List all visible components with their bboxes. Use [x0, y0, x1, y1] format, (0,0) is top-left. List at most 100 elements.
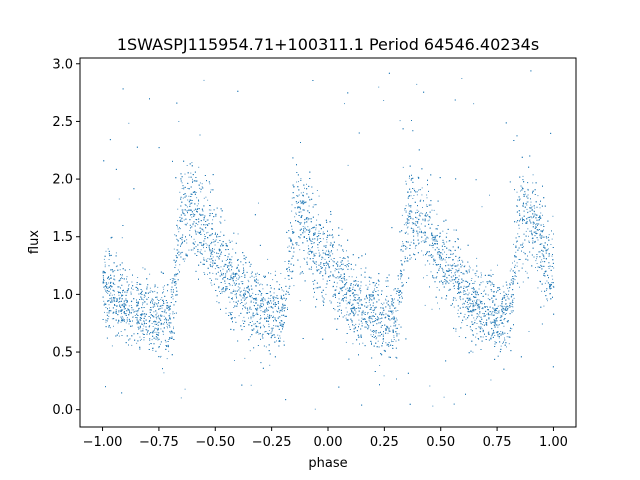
data-point — [214, 259, 216, 261]
data-point — [519, 220, 520, 222]
data-point — [210, 209, 212, 211]
data-point — [282, 307, 284, 309]
data-point — [542, 214, 543, 216]
data-point — [449, 264, 451, 266]
data-point — [474, 319, 476, 321]
data-point — [480, 272, 482, 274]
data-point — [339, 305, 341, 307]
data-point — [307, 245, 309, 247]
data-point — [156, 318, 158, 320]
data-point — [358, 289, 360, 291]
data-point — [458, 275, 460, 277]
data-point — [500, 331, 502, 332]
data-point — [325, 287, 327, 288]
data-point — [471, 278, 473, 279]
data-point — [245, 258, 246, 260]
data-point — [436, 239, 438, 241]
data-point — [324, 258, 326, 260]
data-point — [267, 258, 269, 260]
data-point — [318, 286, 320, 288]
data-point — [532, 223, 534, 225]
data-point — [527, 201, 529, 203]
data-point — [513, 297, 515, 299]
data-point — [228, 239, 230, 241]
data-point — [272, 297, 274, 299]
data-point — [462, 303, 464, 305]
data-point — [255, 280, 257, 282]
data-point — [121, 317, 122, 319]
data-point — [108, 304, 110, 306]
data-point — [450, 280, 452, 282]
data-point — [258, 202, 259, 204]
data-point — [402, 166, 404, 168]
data-point — [149, 273, 151, 275]
data-point — [280, 273, 282, 274]
data-point — [304, 226, 306, 228]
data-point — [548, 254, 550, 256]
data-point — [535, 260, 537, 262]
data-point — [541, 243, 543, 245]
data-point — [478, 326, 480, 328]
data-point — [457, 280, 459, 282]
data-point — [186, 222, 188, 224]
data-point — [424, 304, 426, 306]
data-point — [329, 300, 331, 302]
data-point — [173, 328, 174, 330]
data-point — [453, 306, 455, 308]
data-point — [505, 293, 507, 295]
data-point — [181, 220, 183, 222]
data-point — [119, 304, 121, 306]
data-point — [482, 336, 484, 338]
data-point — [307, 226, 309, 228]
data-point — [329, 254, 331, 256]
data-point — [132, 288, 134, 290]
data-point — [150, 290, 152, 292]
data-point — [346, 250, 347, 252]
data-point — [375, 338, 377, 340]
data-point — [510, 282, 512, 284]
data-point — [408, 203, 409, 205]
data-point — [346, 314, 348, 316]
data-point — [141, 313, 143, 315]
data-point — [460, 286, 462, 287]
data-point — [344, 315, 346, 317]
data-point — [250, 273, 252, 275]
data-point — [427, 220, 429, 222]
data-point — [216, 301, 218, 303]
data-point — [506, 346, 507, 348]
data-point — [173, 248, 175, 250]
data-point — [176, 238, 178, 240]
data-point — [364, 311, 366, 313]
data-point — [267, 320, 269, 322]
data-point — [503, 319, 505, 321]
data-point — [466, 270, 468, 272]
data-point — [124, 303, 126, 305]
data-point — [212, 260, 214, 262]
data-point — [194, 229, 196, 231]
data-point — [402, 243, 404, 245]
data-point — [325, 250, 327, 252]
data-point — [516, 211, 518, 213]
data-point — [102, 277, 104, 279]
data-point — [538, 219, 540, 221]
data-point — [235, 295, 237, 297]
data-point — [434, 259, 436, 261]
data-point — [346, 311, 348, 313]
data-point — [416, 194, 418, 196]
data-point — [516, 205, 518, 207]
data-point — [249, 276, 251, 278]
data-point — [210, 282, 212, 284]
data-point — [114, 270, 116, 272]
data-point — [382, 311, 384, 313]
data-point — [532, 237, 534, 239]
data-point — [527, 188, 529, 190]
data-point — [491, 290, 493, 292]
data-point — [373, 290, 375, 291]
data-point — [345, 317, 347, 319]
data-point — [318, 249, 320, 251]
data-point — [120, 331, 122, 332]
data-point — [220, 266, 222, 268]
data-point — [393, 289, 395, 291]
data-point — [232, 297, 233, 299]
data-point — [475, 272, 477, 274]
